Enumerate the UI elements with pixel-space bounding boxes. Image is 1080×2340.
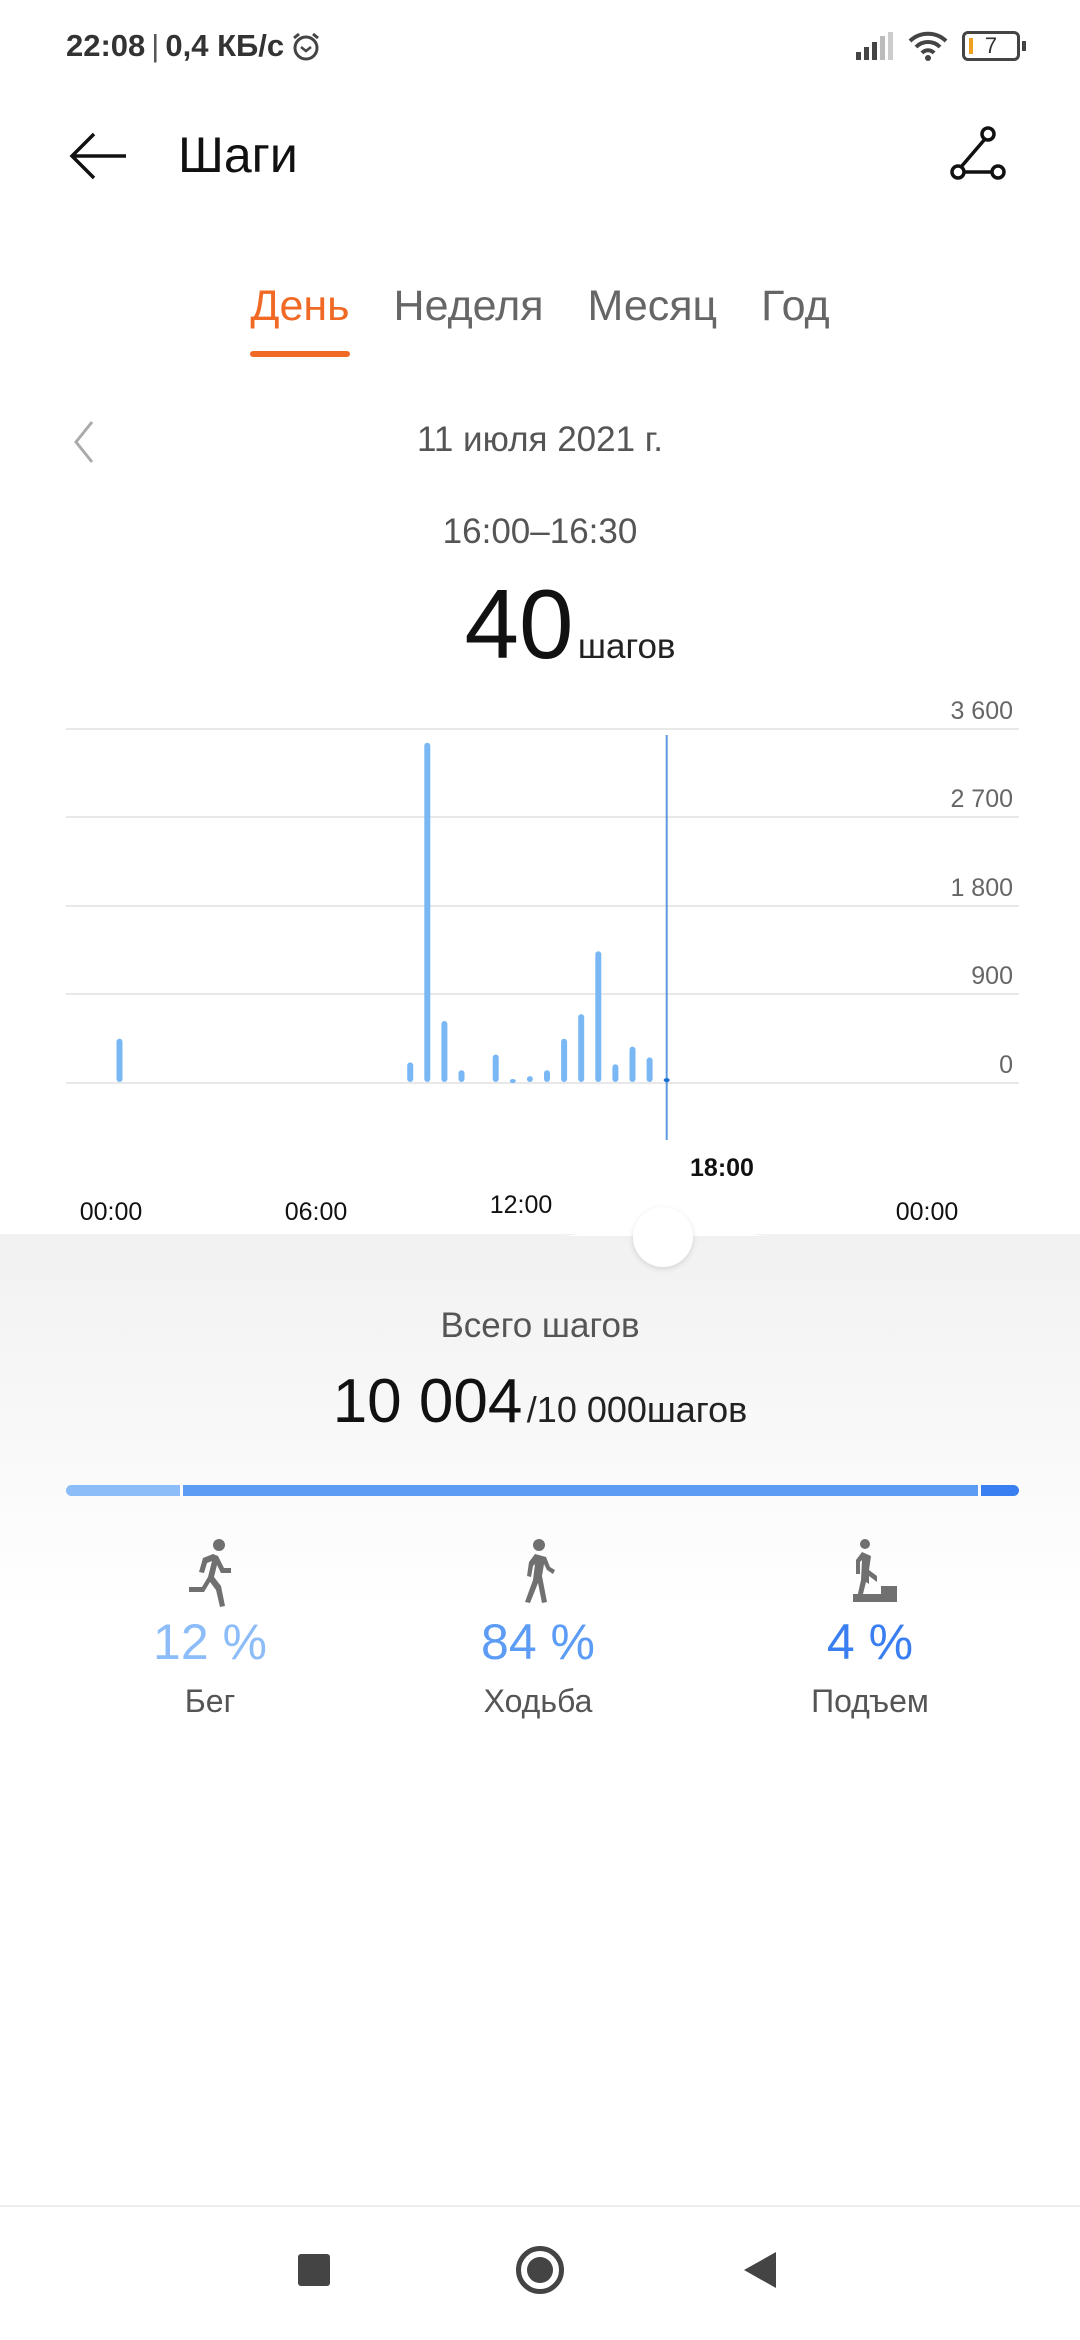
x-tick-label: 00:00 [79,1198,143,1226]
y-tick-label: 900 [971,962,1013,990]
bar-14:30[interactable] [612,1064,619,1082]
gridline [66,728,1019,730]
selected-steps-unit: шагов [577,627,676,666]
tab-week[interactable]: Неделя [393,282,544,330]
status-bar-right: 7 [854,30,1026,62]
walking-label: Ходьба [483,1683,593,1719]
bar-13:30[interactable] [578,1014,585,1082]
chart-slider-handle[interactable] [633,1207,693,1267]
network-speed: 0,4 КБ/с [165,28,285,63]
x-tick-label: 00:00 [895,1198,959,1226]
y-tick-label: 1 800 [950,874,1013,902]
signal-icon [856,32,893,60]
page-title: Шаги [178,127,298,183]
selected-steps-value: 40 [464,569,574,679]
running-label: Бег [184,1683,236,1719]
climbing-percent: 4 % [826,1614,914,1670]
x-tick-label: 12:00 [489,1191,553,1219]
baseline [66,1082,1019,1084]
total-steps-value: 10 004 [332,1367,523,1436]
date-label: 11 июля 2021 г. [417,420,663,459]
recents-button[interactable] [298,2254,330,2286]
total-label: Всего шагов [440,1306,640,1345]
marker-time-label: 18:00 [690,1154,754,1182]
y-tick-label: 0 [999,1051,1013,1079]
gridline [66,993,1019,995]
gridline [66,905,1019,907]
alarm-icon [293,32,320,61]
climbing-icon [853,1539,897,1602]
goal-steps: /10 000шагов [526,1389,748,1430]
clock: 22:08 [66,28,146,63]
x-tick-label: 06:00 [284,1198,348,1226]
gridline [66,816,1019,818]
breakdown-walking: 84 % Ходьба [388,1538,688,1720]
tab-year[interactable]: Год [761,282,830,330]
selected-steps: 40 шагов [0,568,1080,681]
share-route-icon[interactable] [948,124,1008,184]
y-tick-label: 2 700 [950,785,1013,813]
bar-09:30[interactable] [441,1021,448,1082]
bar-11:30[interactable] [509,1079,516,1084]
bar-09:00[interactable] [424,742,431,1082]
previous-day-icon[interactable] [68,418,98,466]
wifi-icon [908,31,948,61]
breakdown-segment-climbing [981,1485,1019,1496]
bar-12:00[interactable] [526,1076,533,1082]
activity-breakdown-bar [66,1485,1019,1496]
bar-14:00[interactable] [595,951,602,1082]
breakdown-climbing: 4 % Подъем [720,1538,1020,1720]
tab-month[interactable]: Месяц [587,282,718,330]
breakdown-segment-running [66,1485,180,1496]
status-bar-left: 22:08 | 0,4 КБ/с [66,28,322,64]
back-nav-button[interactable] [742,2250,778,2290]
climbing-label: Подъем [811,1683,929,1719]
bar-12:30[interactable] [544,1070,550,1082]
bar-11:00[interactable] [492,1054,499,1082]
bar-08:30[interactable] [407,1062,414,1082]
breakdown-running: 12 % Бег [60,1538,360,1720]
nav-divider [0,2205,1080,2207]
breakdown-segment-walking [182,1485,979,1496]
selected-range: 16:00–16:30 [442,512,638,551]
total-steps: 10 004 /10 000шагов [0,1366,1080,1437]
running-icon [189,1539,231,1607]
bar-15:00[interactable] [629,1046,636,1082]
bars-layer [116,735,670,1140]
walking-percent: 84 % [481,1614,595,1670]
battery-icon: 7 [962,31,1026,61]
home-button[interactable] [516,2246,564,2294]
back-icon[interactable] [68,130,130,182]
bar-13:00[interactable] [561,1038,568,1082]
period-tabs: День Неделя Месяц Год [0,282,1080,357]
bar-15:30[interactable] [646,1057,653,1082]
bar-00:00[interactable] [116,1038,123,1082]
bar-10:00[interactable] [458,1070,465,1082]
running-percent: 12 % [153,1614,267,1670]
tab-day[interactable]: День [250,282,350,357]
walking-icon [525,1539,555,1603]
y-tick-label: 3 600 [950,697,1013,725]
